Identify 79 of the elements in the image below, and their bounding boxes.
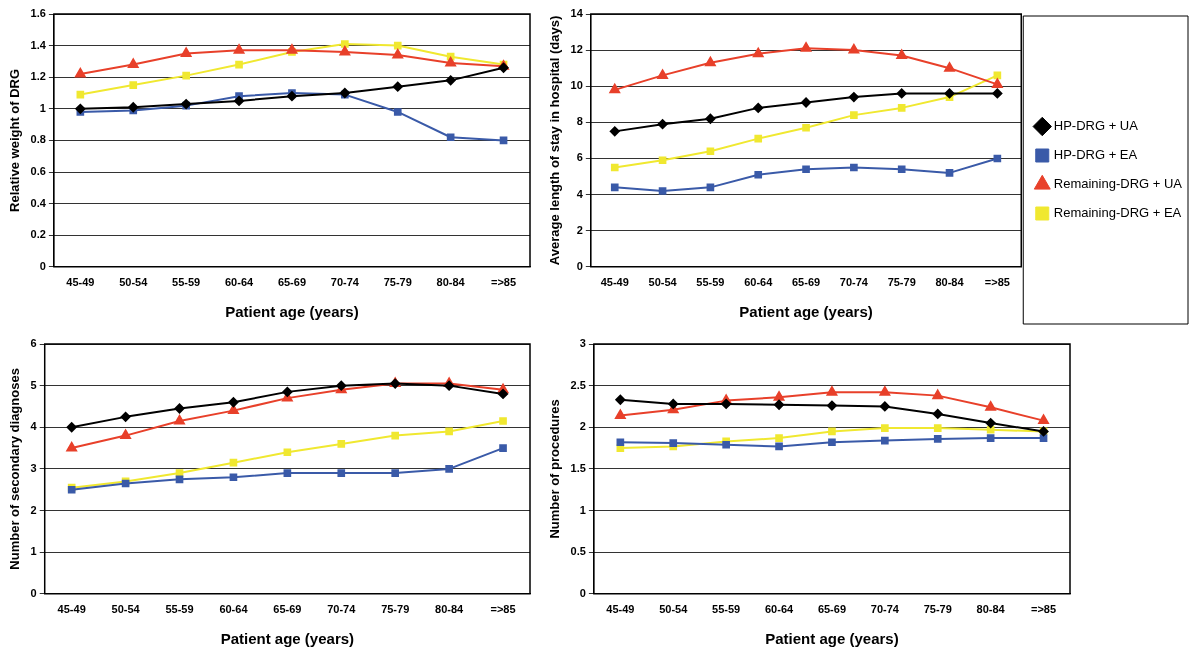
y-axis-title: Average length of stay in hospital (days): [547, 15, 563, 266]
y-tick-label: 0.6: [30, 165, 46, 178]
y-tick-label: 10: [570, 79, 583, 92]
x-tick-label: 50-54: [659, 603, 689, 616]
y-tick-label: 1.2: [30, 70, 46, 83]
y-tick-label: 0.4: [30, 196, 47, 209]
x-tick-label: 60-64: [224, 276, 254, 289]
x-tick-label: 80-84: [435, 603, 465, 616]
x-tick-label: =>85: [491, 276, 517, 289]
y-tick-label: 12: [570, 43, 583, 56]
y-tick-label: 0: [576, 259, 583, 272]
y-tick-label: 1.4: [30, 38, 47, 51]
x-tick-label: 65-69: [277, 276, 307, 289]
x-axis-title: Patient age (years): [765, 630, 899, 648]
y-tick-label: 0: [39, 259, 46, 272]
x-tick-label: =>85: [1031, 603, 1057, 616]
x-tick-label: 50-54: [111, 603, 141, 616]
y-tick-label: 14: [570, 7, 584, 20]
y-tick-label: 1.6: [30, 7, 46, 20]
x-tick-label: 55-59: [172, 276, 201, 289]
y-tick-label: 2.5: [570, 378, 586, 391]
x-tick-label: 45-49: [57, 603, 86, 616]
y-tick-label: 2: [579, 420, 586, 433]
y-tick-label: 4: [30, 420, 38, 433]
legend-label: HP-DRG + EA: [1053, 147, 1138, 163]
y-tick-label: 3: [579, 337, 586, 350]
x-tick-label: 75-79: [383, 276, 412, 289]
y-axis-title: Number of secondary diagnoses: [7, 368, 23, 570]
x-tick-label: 80-84: [976, 603, 1006, 616]
y-tick-label: 0.8: [30, 133, 46, 146]
x-tick-label: 65-69: [817, 603, 847, 616]
y-tick-label: 0: [579, 586, 586, 599]
x-tick-label: 80-84: [436, 276, 466, 289]
y-tick-label: 1: [39, 101, 46, 114]
y-tick-label: 1.5: [570, 461, 586, 474]
x-tick-label: 65-69: [273, 603, 302, 616]
y-tick-label: 0.5: [570, 545, 586, 558]
x-tick-label: 75-79: [923, 603, 952, 616]
legend-label: HP-DRG + UA: [1053, 118, 1139, 134]
x-tick-label: 50-54: [648, 276, 678, 289]
x-tick-label: 75-79: [381, 603, 410, 616]
x-tick-label: 80-84: [935, 276, 965, 289]
y-tick-label: 4: [576, 187, 584, 200]
x-tick-label: 70-74: [330, 276, 360, 289]
x-tick-label: 65-69: [791, 276, 821, 289]
x-tick-label: 55-59: [165, 603, 194, 616]
x-tick-label: 70-74: [870, 603, 900, 616]
y-tick-label: 8: [576, 115, 583, 128]
x-axis-title: Patient age (years): [220, 630, 355, 648]
x-tick-label: 45-49: [600, 276, 629, 289]
y-tick-label: 1: [579, 503, 586, 516]
x-axis-title: Patient age (years): [225, 303, 359, 321]
x-tick-label: 75-79: [887, 276, 916, 289]
y-tick-label: 5: [30, 378, 37, 391]
y-tick-label: 2: [576, 223, 583, 236]
y-tick-label: 0: [30, 586, 37, 599]
legend-label: Remaining-DRG + UA: [1053, 176, 1183, 192]
x-tick-label: 55-59: [696, 276, 725, 289]
x-tick-label: =>85: [490, 603, 516, 616]
x-tick-label: =>85: [984, 276, 1010, 289]
x-tick-label: 55-59: [712, 603, 741, 616]
y-tick-label: 1: [30, 545, 37, 558]
x-tick-label: 45-49: [66, 276, 95, 289]
x-tick-label: 60-64: [744, 276, 774, 289]
x-tick-label: 50-54: [119, 276, 149, 289]
x-axis-title: Patient age (years): [739, 303, 873, 321]
x-tick-label: 60-64: [764, 603, 794, 616]
y-tick-label: 6: [30, 337, 37, 350]
x-tick-label: 60-64: [219, 603, 249, 616]
x-tick-label: 70-74: [839, 276, 869, 289]
y-tick-label: 3: [30, 461, 37, 474]
x-tick-label: 45-49: [606, 603, 635, 616]
x-tick-label: 70-74: [327, 603, 357, 616]
y-tick-label: 6: [576, 151, 583, 164]
legend-label: Remaining-DRG + EA: [1053, 205, 1182, 221]
y-axis-title: Relative weight of DRG: [7, 68, 23, 212]
y-tick-label: 2: [30, 503, 37, 516]
y-axis-title: Number of procedures: [547, 399, 563, 539]
y-tick-label: 0.2: [30, 228, 46, 241]
